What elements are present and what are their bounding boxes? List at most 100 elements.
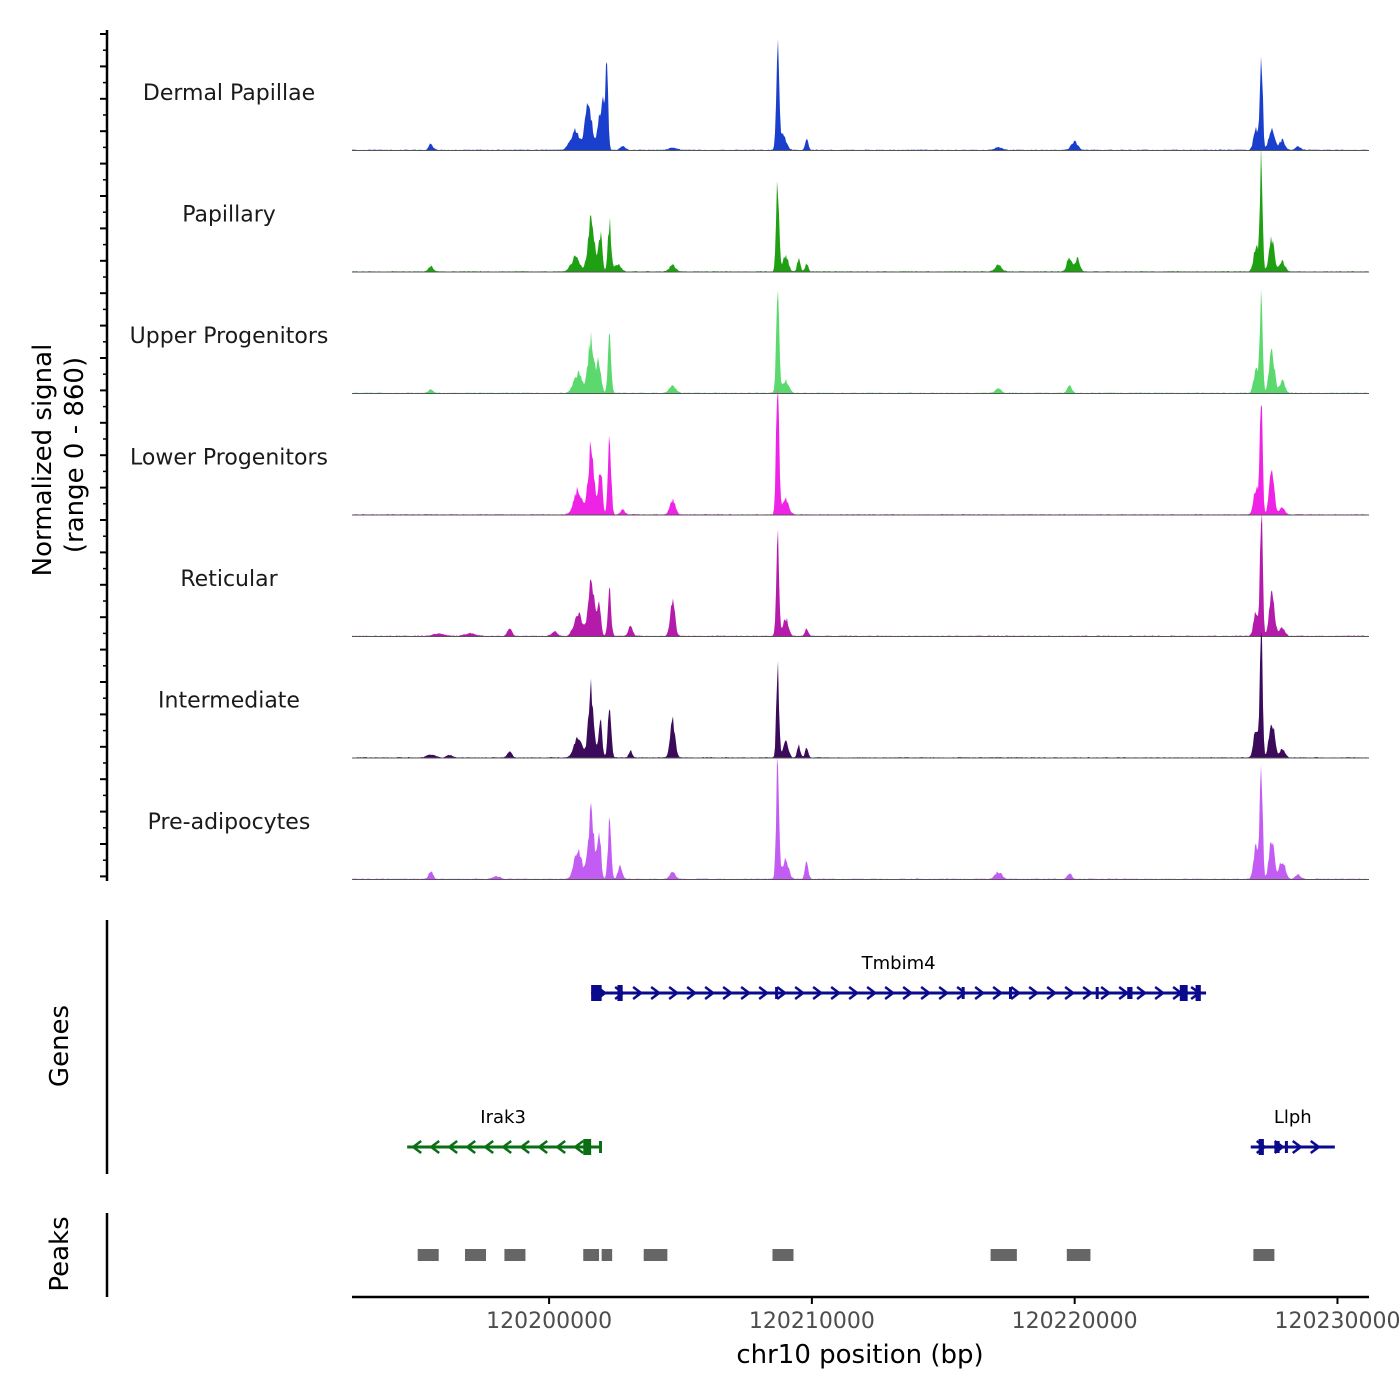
strand-arrow <box>920 986 932 1000</box>
track-label: Reticular <box>180 567 278 592</box>
strand-arrow <box>501 1140 512 1154</box>
strand-arrow <box>722 986 734 1000</box>
coverage-track: Reticular <box>180 512 1369 637</box>
coverage-area <box>352 388 1369 515</box>
strand-arrow <box>884 986 896 1000</box>
exon <box>1008 987 1012 999</box>
gene: Llph <box>1250 1107 1335 1155</box>
exon <box>591 985 602 1001</box>
strand-arrow <box>902 986 914 1000</box>
peak-region <box>465 1249 487 1261</box>
coverage-track: Upper Progenitors <box>130 289 1369 394</box>
strand-arrow <box>429 1140 440 1154</box>
strand-arrow <box>1064 986 1076 1000</box>
strand-arrow <box>411 1140 422 1154</box>
track-label: Papillary <box>182 203 276 228</box>
peak-region <box>990 1249 1017 1261</box>
strand-arrow <box>740 986 752 1000</box>
exon <box>775 987 779 999</box>
genes-track: Tmbim4 Irak3 Llph <box>407 953 1335 1155</box>
strand-arrow <box>830 986 842 1000</box>
exon <box>599 1141 603 1153</box>
strand-arrow <box>1082 986 1094 1000</box>
peak-region <box>417 1249 439 1261</box>
exon <box>1179 985 1188 1001</box>
coverage-area <box>352 512 1369 637</box>
strand-arrow <box>573 1140 584 1154</box>
exon <box>1127 987 1133 999</box>
strand-arrow <box>848 986 860 1000</box>
strand-arrow <box>992 986 1004 1000</box>
coverage-tracks: Dermal Papillae Papillary Upper Progenitor… <box>130 39 1369 880</box>
strand-arrow <box>776 986 788 1000</box>
strand-arrow <box>1046 986 1058 1000</box>
exon <box>1258 1139 1264 1155</box>
exon <box>1274 1141 1280 1153</box>
strand-arrow <box>794 986 806 1000</box>
exon <box>1095 987 1099 999</box>
peak-region <box>601 1249 613 1261</box>
gene-label: Tmbim4 <box>861 953 936 974</box>
track-label: Dermal Papillae <box>143 81 315 106</box>
exon <box>583 1139 592 1155</box>
coverage-track: Papillary <box>182 145 1369 273</box>
coverage-area <box>352 39 1369 151</box>
peak-region <box>1253 1249 1275 1261</box>
strand-arrow <box>465 1140 476 1154</box>
coverage-ylabel: Normalized signal <box>28 344 58 577</box>
strand-arrow <box>1291 1140 1303 1154</box>
peaks-ylabel: Peaks <box>45 1216 75 1291</box>
strand-arrow <box>938 986 950 1000</box>
strand-arrow <box>483 1140 494 1154</box>
strand-arrow <box>686 986 698 1000</box>
x-tick-label: 120200000 <box>486 1309 612 1334</box>
strand-arrow <box>1154 986 1166 1000</box>
x-tick-label: 120230000 <box>1274 1309 1400 1334</box>
strand-arrow <box>519 1140 530 1154</box>
strand-arrow <box>1309 1140 1321 1154</box>
strand-arrow <box>668 986 680 1000</box>
gene-label: Irak3 <box>480 1107 526 1128</box>
coverage-area <box>352 757 1369 880</box>
strand-arrow <box>956 986 968 1000</box>
peaks-track <box>417 1249 1275 1261</box>
x-axis-label: chr10 position (bp) <box>736 1340 983 1370</box>
peak-region <box>772 1249 794 1261</box>
gene: Irak3 <box>407 1107 603 1155</box>
strand-arrow <box>866 986 878 1000</box>
peak-region <box>643 1249 668 1261</box>
strand-arrow <box>758 986 770 1000</box>
strand-arrow <box>812 986 824 1000</box>
strand-arrow <box>1118 986 1130 1000</box>
exon <box>1195 985 1201 1001</box>
coverage-track: Intermediate <box>158 631 1369 759</box>
coverage-track: Pre-adipocytes <box>148 757 1369 880</box>
coverage-ylabel-range: (range 0 - 860) <box>60 357 90 553</box>
exon <box>1284 1141 1288 1153</box>
strand-arrow <box>650 986 662 1000</box>
peak-region <box>1066 1249 1091 1261</box>
gene-label: Llph <box>1274 1107 1312 1128</box>
strand-arrow <box>537 1140 548 1154</box>
x-tick-label: 120220000 <box>1012 1309 1138 1334</box>
strand-arrow <box>447 1140 458 1154</box>
coverage-area <box>352 631 1369 758</box>
exon <box>961 987 965 999</box>
strand-arrow <box>1028 986 1040 1000</box>
gene: Tmbim4 <box>591 953 1207 1001</box>
coverage-area <box>352 289 1369 394</box>
track-label: Pre-adipocytes <box>148 810 311 835</box>
strand-arrow <box>632 986 644 1000</box>
strand-arrow <box>974 986 986 1000</box>
genes-ylabel: Genes <box>45 1005 75 1087</box>
x-tick-label: 120210000 <box>749 1309 875 1334</box>
coverage-track: Lower Progenitors <box>130 388 1369 516</box>
exon <box>617 985 623 1001</box>
strand-arrow <box>555 1140 566 1154</box>
coverage-track: Dermal Papillae <box>143 39 1369 151</box>
coverage-y-axis <box>100 30 109 881</box>
x-axis: 120200000 120210000 120220000 120230000 <box>352 1295 1400 1334</box>
strand-arrow <box>704 986 716 1000</box>
track-label: Upper Progenitors <box>130 324 329 349</box>
